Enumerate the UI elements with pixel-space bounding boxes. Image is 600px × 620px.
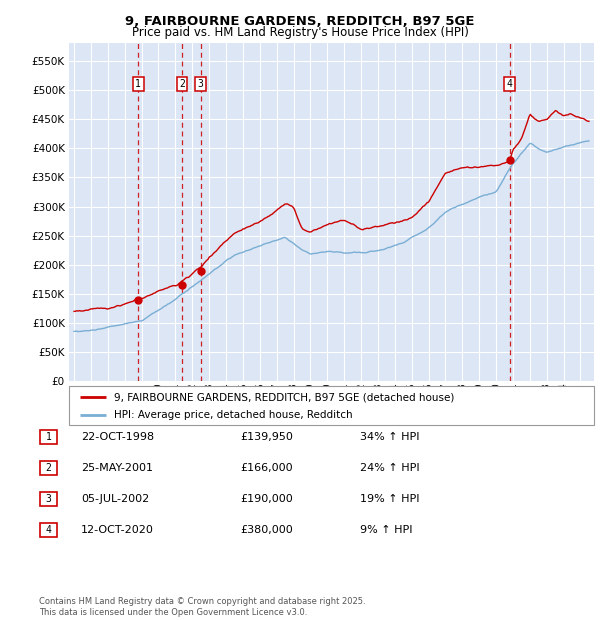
Text: 9, FAIRBOURNE GARDENS, REDDITCH, B97 5GE (detached house): 9, FAIRBOURNE GARDENS, REDDITCH, B97 5GE… bbox=[113, 392, 454, 402]
Text: 1: 1 bbox=[46, 432, 52, 442]
Text: £166,000: £166,000 bbox=[240, 463, 293, 473]
Text: Price paid vs. HM Land Registry's House Price Index (HPI): Price paid vs. HM Land Registry's House … bbox=[131, 26, 469, 38]
Text: 4: 4 bbox=[46, 525, 52, 535]
Text: Contains HM Land Registry data © Crown copyright and database right 2025.
This d: Contains HM Land Registry data © Crown c… bbox=[39, 598, 365, 617]
Text: 34% ↑ HPI: 34% ↑ HPI bbox=[360, 432, 419, 442]
Text: 24% ↑ HPI: 24% ↑ HPI bbox=[360, 463, 419, 473]
Text: £139,950: £139,950 bbox=[240, 432, 293, 442]
Text: 3: 3 bbox=[198, 79, 203, 89]
Text: 12-OCT-2020: 12-OCT-2020 bbox=[81, 525, 154, 535]
Text: £190,000: £190,000 bbox=[240, 494, 293, 504]
Text: 22-OCT-1998: 22-OCT-1998 bbox=[81, 432, 154, 442]
Text: 2: 2 bbox=[46, 463, 52, 473]
Text: 19% ↑ HPI: 19% ↑ HPI bbox=[360, 494, 419, 504]
Text: 3: 3 bbox=[46, 494, 52, 504]
Text: 1: 1 bbox=[135, 79, 141, 89]
Text: £380,000: £380,000 bbox=[240, 525, 293, 535]
Text: 9, FAIRBOURNE GARDENS, REDDITCH, B97 5GE: 9, FAIRBOURNE GARDENS, REDDITCH, B97 5GE bbox=[125, 16, 475, 28]
Text: 9% ↑ HPI: 9% ↑ HPI bbox=[360, 525, 413, 535]
Text: 2: 2 bbox=[179, 79, 185, 89]
Text: HPI: Average price, detached house, Redditch: HPI: Average price, detached house, Redd… bbox=[113, 410, 352, 420]
Text: 25-MAY-2001: 25-MAY-2001 bbox=[81, 463, 153, 473]
Text: 4: 4 bbox=[506, 79, 512, 89]
Text: 05-JUL-2002: 05-JUL-2002 bbox=[81, 494, 149, 504]
